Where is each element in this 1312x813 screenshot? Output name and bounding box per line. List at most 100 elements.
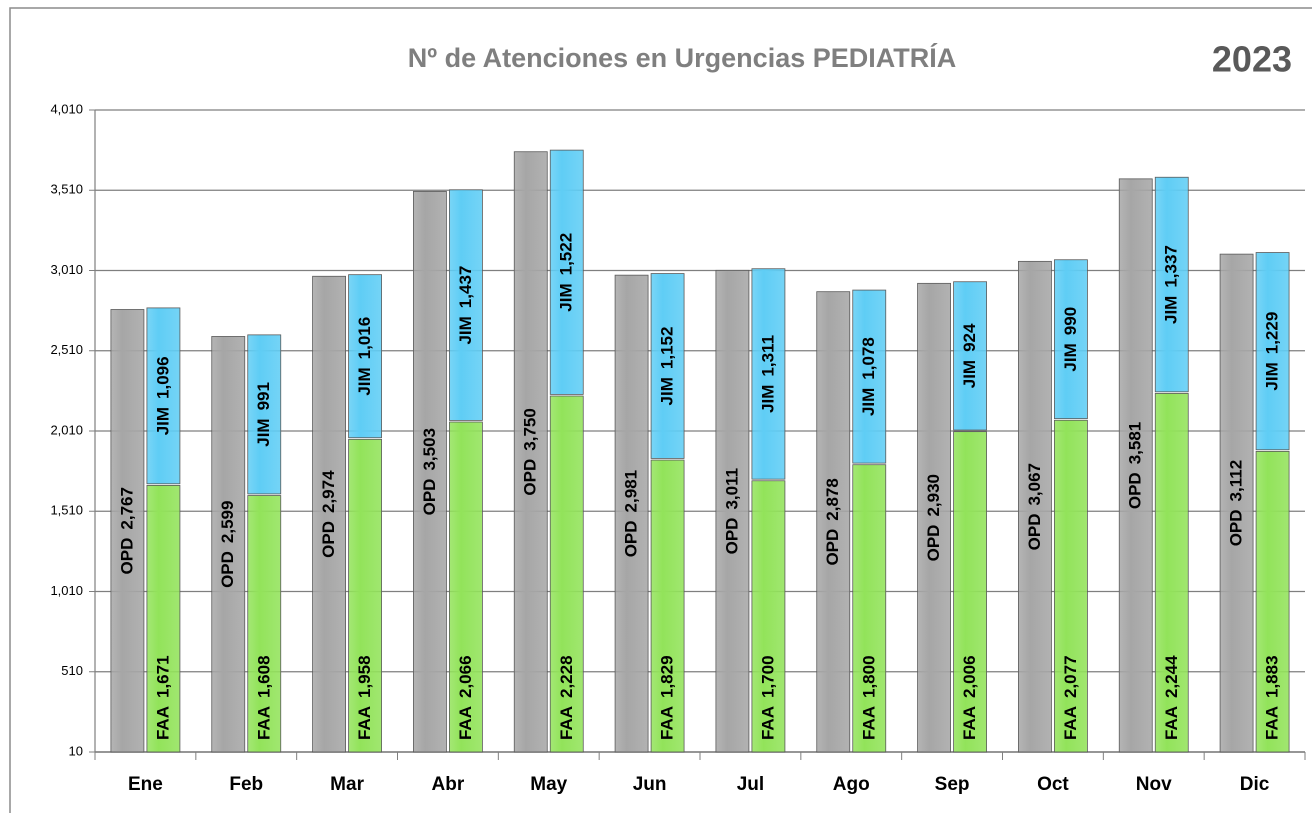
data-label: FAA 1,608 xyxy=(255,655,274,740)
label-value: 1,522 xyxy=(557,233,576,276)
bar xyxy=(247,334,282,495)
bar xyxy=(953,281,987,431)
label-series: JIM xyxy=(658,377,677,405)
bar xyxy=(413,190,447,753)
label-value: 1,096 xyxy=(154,356,173,399)
label-series: FAA xyxy=(759,706,778,740)
y-tick-label: 4,010 xyxy=(50,101,83,116)
bar xyxy=(1255,450,1290,753)
label-series: OPD xyxy=(723,518,742,555)
label-value: 2,244 xyxy=(1162,655,1181,698)
data-label: JIM 1,096 xyxy=(154,356,173,435)
bar xyxy=(816,291,851,753)
label-value: 3,750 xyxy=(521,408,540,451)
label-value: 2,066 xyxy=(456,655,475,698)
bar xyxy=(1154,393,1189,753)
bar xyxy=(211,336,246,753)
bar xyxy=(110,309,145,753)
data-label: FAA 2,066 xyxy=(456,655,475,740)
label-series: JIM xyxy=(154,407,173,435)
y-tick-label: 2,010 xyxy=(50,422,83,437)
label-series: JIM xyxy=(456,316,475,344)
data-label: OPD 2,878 xyxy=(824,478,843,565)
label-series: FAA xyxy=(860,706,879,740)
x-tick-label: Dic xyxy=(1240,774,1270,795)
data-label: OPD 3,581 xyxy=(1126,422,1145,509)
label-series: JIM xyxy=(1263,362,1282,390)
bar xyxy=(715,269,750,753)
bar xyxy=(1154,176,1189,393)
label-value: 1,311 xyxy=(759,335,778,377)
label-value: 1,829 xyxy=(658,655,677,698)
y-tick-label: 1,510 xyxy=(50,503,83,518)
label-value: 990 xyxy=(1061,307,1080,335)
label-series: FAA xyxy=(961,706,980,740)
label-series: JIM xyxy=(255,418,274,446)
x-tick-label: Ago xyxy=(833,774,870,795)
label-value: 3,581 xyxy=(1126,422,1145,465)
data-label: OPD 2,599 xyxy=(219,501,238,588)
label-series: FAA xyxy=(356,706,375,740)
bar xyxy=(650,459,685,753)
label-value: 2,981 xyxy=(622,470,641,513)
label-series: OPD xyxy=(925,525,944,562)
bar xyxy=(650,273,685,459)
bar xyxy=(751,480,786,753)
data-label: OPD 2,981 xyxy=(622,470,641,557)
y-tick-label: 3,010 xyxy=(50,262,83,277)
label-series: JIM xyxy=(860,388,879,416)
chart-subtitle: 2023 xyxy=(1212,39,1292,80)
bar xyxy=(1054,419,1088,753)
bar xyxy=(312,275,346,753)
bar xyxy=(449,189,483,421)
label-value: 1,700 xyxy=(759,655,778,698)
x-tick-label: Nov xyxy=(1136,774,1172,795)
label-series: JIM xyxy=(356,367,375,395)
bar xyxy=(1219,253,1254,753)
bar xyxy=(348,438,382,753)
label-series: OPD xyxy=(320,521,339,558)
label-value: 3,067 xyxy=(1025,463,1044,506)
bar xyxy=(614,274,649,753)
data-label: OPD 3,503 xyxy=(420,428,439,515)
label-series: JIM xyxy=(1162,296,1181,324)
data-label: OPD 2,767 xyxy=(118,487,137,574)
data-label: FAA 2,228 xyxy=(557,655,576,740)
data-label: OPD 2,930 xyxy=(925,474,944,561)
label-value: 1,671 xyxy=(154,655,173,698)
data-label: JIM 1,311 xyxy=(759,335,778,413)
x-tick-label: Oct xyxy=(1037,774,1069,795)
label-series: OPD xyxy=(219,551,238,588)
label-value: 1,078 xyxy=(860,337,879,380)
x-tick-label: Ene xyxy=(128,774,163,795)
bar xyxy=(852,289,887,464)
label-series: FAA xyxy=(557,706,576,740)
data-label: FAA 2,244 xyxy=(1162,655,1181,740)
data-label: OPD 3,067 xyxy=(1025,463,1044,550)
data-label: OPD 3,011 xyxy=(723,468,742,554)
bar xyxy=(1118,178,1153,753)
x-tick-label: Sep xyxy=(935,774,970,795)
label-series: OPD xyxy=(521,459,540,496)
bar xyxy=(1255,252,1290,451)
y-tick-label: 1,010 xyxy=(50,583,83,598)
label-series: FAA xyxy=(154,706,173,740)
data-label: JIM 1,078 xyxy=(860,337,879,416)
data-label: OPD 3,112 xyxy=(1227,460,1246,546)
label-series: OPD xyxy=(1126,472,1145,509)
data-label: FAA 1,958 xyxy=(356,655,375,740)
bar xyxy=(917,282,951,753)
label-value: 1,800 xyxy=(860,655,879,698)
label-series: OPD xyxy=(420,479,439,516)
label-value: 1,608 xyxy=(255,655,274,698)
data-label: JIM 991 xyxy=(255,382,274,447)
label-series: FAA xyxy=(1061,706,1080,740)
data-label: JIM 1,437 xyxy=(456,266,475,345)
label-series: JIM xyxy=(759,385,778,413)
chart-title: Nº de Atenciones en Urgencias PEDIATRÍA xyxy=(408,42,956,73)
bar xyxy=(549,395,584,753)
label-value: 991 xyxy=(255,382,274,410)
data-label: JIM 1,016 xyxy=(356,317,375,396)
data-label: JIM 1,229 xyxy=(1263,312,1282,391)
